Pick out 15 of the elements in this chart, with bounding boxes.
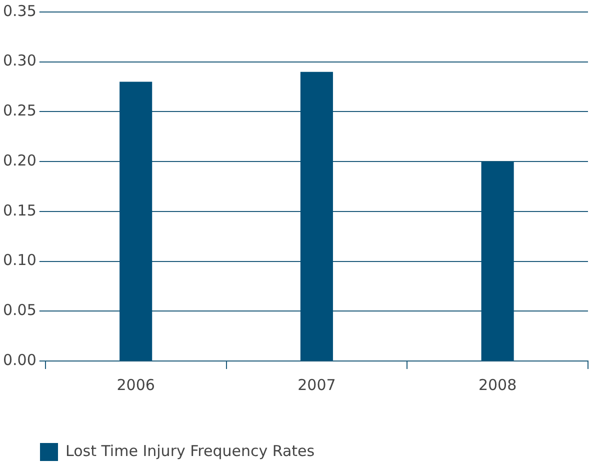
- x-tick-label: 2007: [298, 376, 336, 394]
- y-tick-label: 0.30: [2, 52, 36, 70]
- y-tick-label: 0.15: [2, 201, 36, 220]
- y-tick-label: 0.20: [2, 151, 36, 170]
- bar: [300, 72, 333, 360]
- y-tick-label: 0.35: [2, 2, 36, 20]
- y-tick-label: 0.10: [2, 251, 36, 270]
- bar: [481, 162, 514, 360]
- y-tick-label: 0.05: [2, 301, 36, 320]
- legend-label: Lost Time Injury Frequency Rates: [66, 442, 315, 460]
- bar: [120, 82, 152, 360]
- x-tick-label: 2008: [478, 376, 517, 394]
- y-tick-label: 0.25: [2, 102, 36, 120]
- y-tick-label: 0.00: [2, 350, 36, 369]
- x-tick-label: 2006: [116, 376, 155, 394]
